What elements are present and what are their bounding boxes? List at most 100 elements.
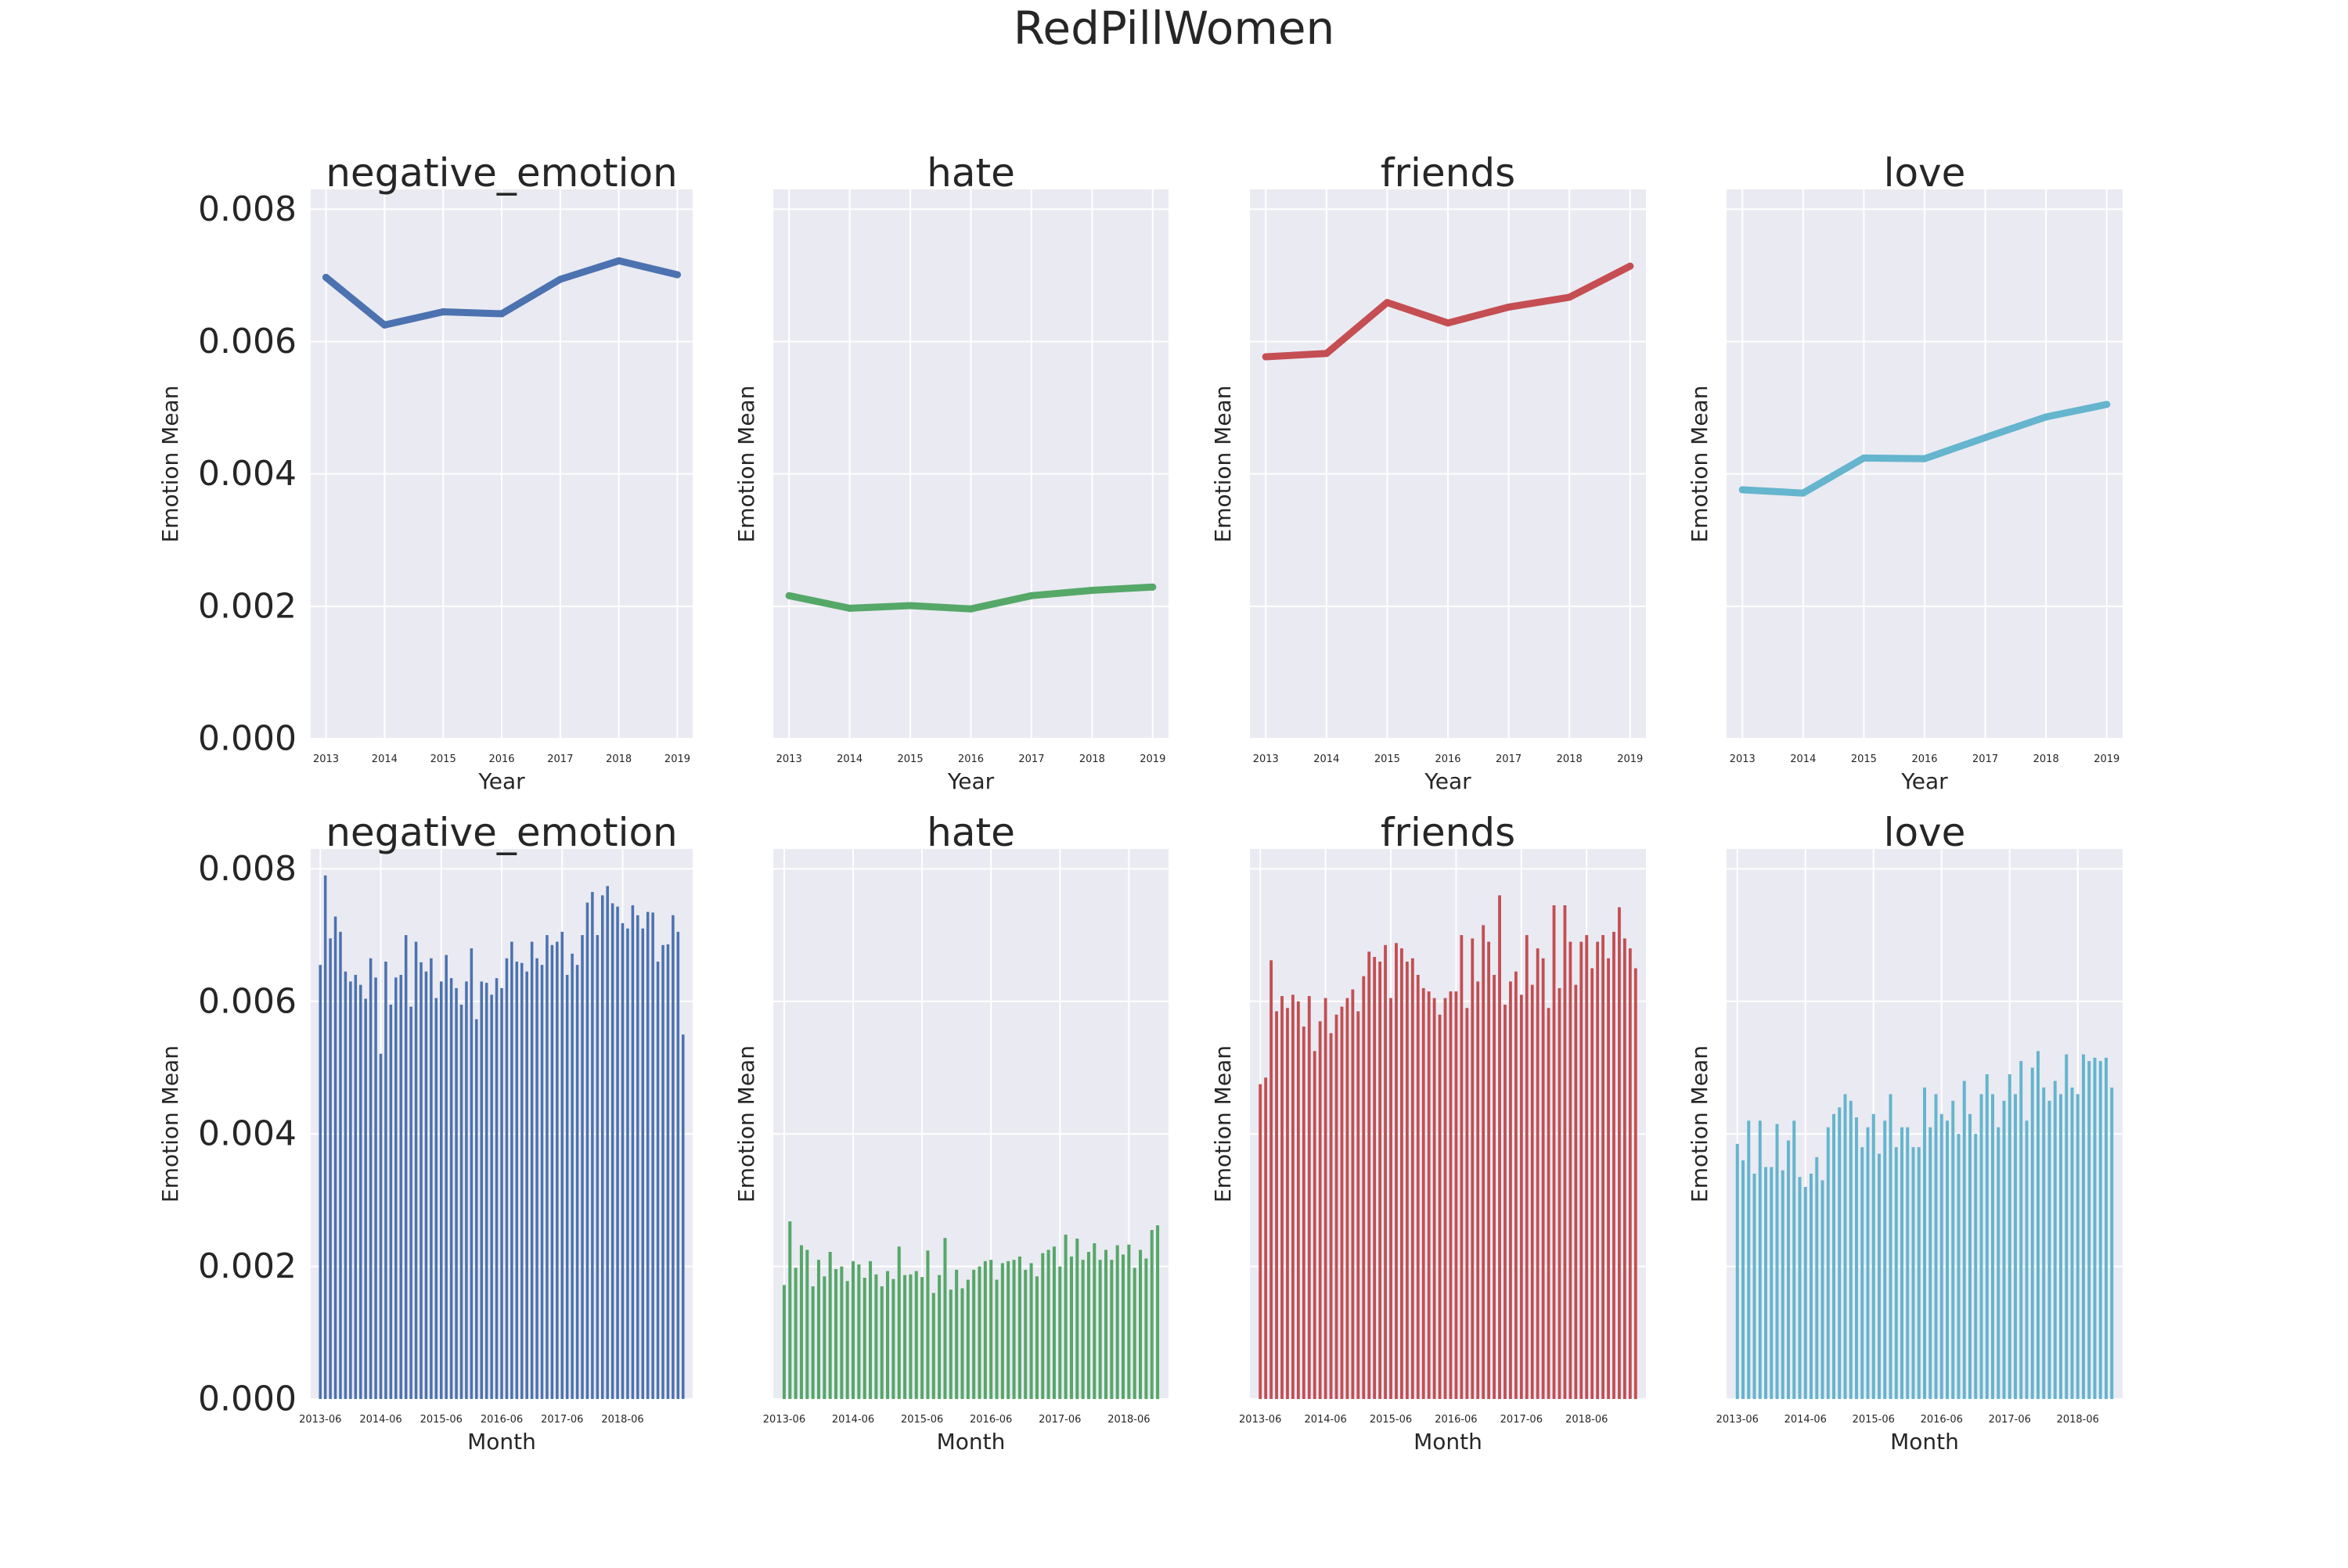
bar — [550, 944, 554, 1399]
x-axis-label: Year — [1900, 768, 1948, 794]
bar — [995, 1279, 999, 1399]
bar — [459, 1005, 463, 1399]
bar — [585, 902, 589, 1399]
bar — [319, 965, 322, 1399]
bar — [1855, 1117, 1859, 1399]
bar — [510, 941, 513, 1399]
bar — [2025, 1120, 2029, 1399]
chart-panel-line-negative-emotion: 0.000 0.002 0.004 0.006 0.008 2013 2014 2015 201… — [157, 150, 693, 794]
bar — [1504, 1005, 1507, 1399]
x-tick-label: 2017-06 — [1039, 1414, 1081, 1426]
x-axis-label: Year — [947, 768, 995, 794]
bar — [434, 998, 438, 1399]
bar — [651, 912, 654, 1399]
x-tick-label: 2014 — [837, 753, 862, 765]
data-point — [1565, 293, 1573, 301]
bar — [869, 1261, 873, 1399]
bar — [1509, 981, 1512, 1399]
x-tick-label: 2013-06 — [763, 1414, 805, 1426]
x-tick-label: 2016-06 — [1921, 1414, 1963, 1426]
bar — [600, 895, 604, 1399]
bar — [1389, 998, 1392, 1399]
x-tick-label: 2018 — [606, 753, 632, 765]
bar — [1259, 1084, 1262, 1399]
bar — [591, 892, 594, 1399]
bar — [983, 1261, 987, 1399]
bar — [1035, 1276, 1039, 1399]
bar — [862, 1278, 866, 1399]
bar — [1747, 1120, 1751, 1399]
bar — [2076, 1094, 2080, 1399]
x-tick-label: 2015-06 — [901, 1414, 943, 1426]
bar — [1934, 1094, 1938, 1399]
subplot-title: love — [1884, 150, 1966, 196]
x-tick-label: 2013-06 — [299, 1414, 341, 1426]
bar — [344, 971, 348, 1399]
bar — [1329, 1033, 1333, 1399]
bar — [931, 1293, 935, 1399]
bar — [1514, 971, 1518, 1399]
bar — [811, 1286, 815, 1399]
x-tick-label: 2018-06 — [601, 1414, 643, 1426]
bar — [1362, 976, 1366, 1399]
bar — [2030, 1067, 2034, 1399]
bar — [1558, 987, 1561, 1399]
bar — [1286, 1008, 1289, 1399]
bar — [1012, 1260, 1016, 1399]
bar — [1280, 996, 1284, 1399]
bar — [571, 953, 574, 1399]
x-tick-label: 2015-06 — [1853, 1414, 1895, 1426]
bar — [384, 961, 387, 1399]
bar — [1979, 1094, 1983, 1399]
bar — [909, 1274, 913, 1399]
bar — [1585, 935, 1589, 1399]
x-tick-label: 2019 — [664, 753, 690, 765]
bar — [1041, 1253, 1045, 1399]
bar — [1906, 1127, 1910, 1399]
x-axis-label: Month — [1890, 1429, 1959, 1455]
bar — [1519, 994, 1523, 1399]
x-axis-label: Month — [1413, 1429, 1482, 1455]
bar — [1144, 1258, 1148, 1399]
x-tick-label: 2016 — [1911, 753, 1937, 765]
bar — [449, 978, 453, 1399]
bar — [816, 1260, 821, 1399]
bar — [329, 938, 332, 1399]
y-axis-label: Emotion Mean — [1687, 1045, 1712, 1203]
x-tick-label: 2013 — [313, 753, 339, 765]
bar — [891, 1278, 895, 1399]
bar — [805, 1250, 809, 1399]
bar — [1741, 1160, 1745, 1399]
bar — [1075, 1239, 1079, 1399]
bar — [828, 1251, 832, 1399]
x-tick-label: 2017 — [547, 753, 573, 765]
bar — [1384, 944, 1387, 1399]
bar — [1098, 1260, 1102, 1399]
x-tick-label: 2014 — [372, 753, 398, 765]
bar — [596, 935, 600, 1399]
x-tick-label: 2014-06 — [832, 1414, 874, 1426]
bar — [465, 981, 468, 1399]
bar — [1400, 948, 1403, 1399]
data-point — [498, 310, 506, 318]
bar — [966, 1279, 970, 1399]
x-tick-label: 2015 — [430, 753, 456, 765]
bar — [374, 977, 377, 1399]
bar — [1758, 1120, 1762, 1399]
bar — [886, 1271, 890, 1399]
bar — [938, 1275, 942, 1399]
data-point — [439, 307, 447, 315]
bar — [1974, 1134, 1978, 1399]
data-point — [1383, 299, 1391, 307]
data-point — [967, 605, 974, 613]
bar — [2070, 1087, 2074, 1399]
bar — [1917, 1147, 1921, 1399]
bar — [404, 935, 408, 1399]
bar — [1596, 941, 1600, 1399]
bar — [1939, 1113, 1943, 1399]
bar — [1296, 1001, 1300, 1399]
bar — [1826, 1127, 1830, 1399]
subplot-title: friends — [1381, 150, 1515, 196]
bar — [845, 1281, 849, 1399]
